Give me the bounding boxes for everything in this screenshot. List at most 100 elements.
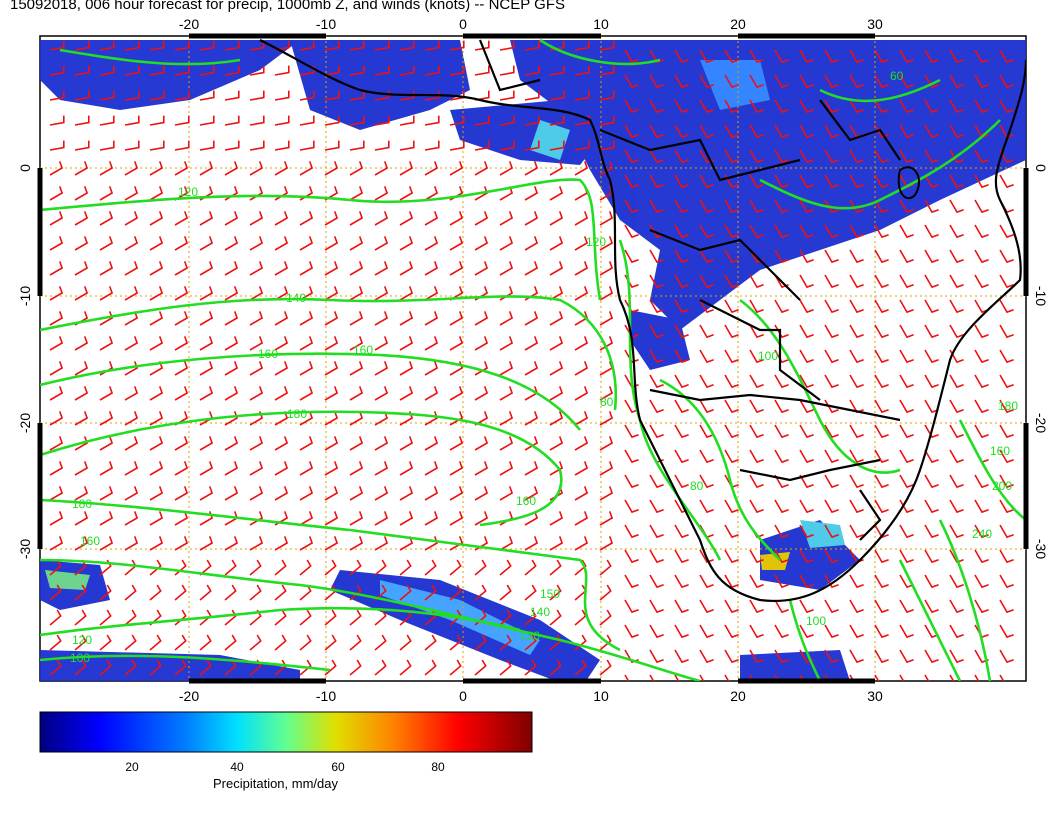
wind-barb: [874, 649, 889, 664]
wind-barb: [549, 559, 562, 576]
wind-barb: [474, 336, 489, 351]
wind-barb: [399, 361, 414, 376]
lon-tick-bottom: 30: [867, 688, 883, 704]
wind-barb: [174, 659, 187, 676]
wind-barb: [849, 574, 864, 589]
wind-barb: [624, 74, 639, 89]
wind-barb: [224, 361, 239, 376]
wind-barb: [374, 140, 390, 151]
wind-barb: [449, 461, 464, 476]
wind-barb: [374, 336, 389, 351]
wind-barb: [224, 65, 240, 76]
contour-label: 80: [690, 479, 704, 493]
wind-barb: [49, 211, 64, 226]
wind-barb: [274, 211, 289, 226]
wind-barb: [549, 236, 564, 251]
wind-barb: [99, 261, 114, 276]
wind-barb: [449, 559, 462, 576]
wind-barb: [174, 436, 189, 451]
wind-barb: [649, 624, 664, 639]
wind-barb: [699, 674, 705, 681]
wind-barb: [849, 224, 864, 239]
wind-barb: [149, 186, 164, 201]
wind-barb: [199, 90, 215, 101]
wind-barb: [299, 236, 314, 251]
wind-barb: [724, 399, 739, 414]
wind-barb: [324, 511, 339, 526]
contour-label: 140: [286, 291, 306, 305]
wind-barb: [424, 584, 437, 601]
wind-barb: [649, 74, 664, 89]
wind-barb: [349, 286, 364, 301]
wind-barb: [699, 349, 714, 364]
wind-barb: [274, 140, 290, 151]
wind-barb: [874, 474, 889, 489]
wind-barb: [274, 186, 289, 201]
wind-barb: [224, 584, 237, 601]
wind-barb: [424, 261, 439, 276]
wind-barb: [374, 211, 389, 226]
wind-barb: [674, 324, 689, 339]
wind-barb: [249, 511, 264, 526]
colorbar-tick: 60: [331, 760, 345, 774]
wind-barb: [749, 149, 764, 164]
wind-barb: [799, 599, 814, 614]
wind-barb: [224, 211, 239, 226]
wind-barb: [124, 436, 139, 451]
wind-barb: [274, 286, 289, 301]
colorbar-tick: 80: [431, 760, 445, 774]
wind-barb: [599, 659, 612, 676]
wind-barb: [299, 40, 315, 51]
wind-barb: [774, 224, 789, 239]
wind-barb: [699, 124, 714, 139]
wind-barb: [924, 49, 939, 64]
wind-barb: [224, 311, 239, 326]
wind-barb: [524, 115, 540, 126]
wind-barb: [974, 49, 989, 64]
wind-barb: [349, 161, 364, 176]
wind-barb: [599, 311, 614, 326]
wind-barb: [324, 65, 340, 76]
wind-barb: [449, 65, 465, 76]
lon-tick-top: 20: [730, 16, 746, 32]
wind-barb: [474, 511, 489, 526]
wind-barb: [599, 211, 614, 226]
wind-barb: [574, 386, 589, 401]
wind-barb: [924, 549, 939, 564]
colorbar-tick: 20: [125, 760, 139, 774]
lon-tick-bottom: -20: [179, 688, 199, 704]
wind-barb: [424, 115, 440, 126]
wind-barb: [699, 499, 714, 514]
wind-barb: [699, 399, 714, 414]
wind-barb: [974, 224, 989, 239]
wind-barb: [649, 674, 655, 681]
wind-barb: [624, 124, 639, 139]
wind-barb: [899, 424, 914, 439]
wind-barb: [524, 161, 539, 176]
wind-barb: [349, 659, 362, 676]
wind-barb: [799, 99, 814, 114]
wind-barb: [499, 536, 514, 551]
wind-barb: [124, 140, 140, 151]
wind-barb: [824, 424, 839, 439]
wind-barb: [874, 174, 889, 189]
wind-barb: [249, 286, 264, 301]
wind-barb: [349, 211, 364, 226]
wind-barb: [149, 65, 165, 76]
wind-barb: [899, 99, 914, 114]
wind-barb: [974, 274, 989, 289]
wind-barb: [249, 486, 264, 501]
wind-barb: [949, 324, 964, 339]
wind-barb: [799, 174, 814, 189]
wind-barb: [224, 536, 239, 551]
wind-barbs: [49, 40, 1014, 681]
wind-barb: [299, 115, 315, 126]
wind-barb: [849, 249, 864, 264]
wind-barb: [499, 90, 515, 101]
wind-barb: [74, 336, 89, 351]
wind-barb: [599, 411, 614, 426]
wind-barb: [724, 449, 739, 464]
wind-barb: [824, 474, 839, 489]
wind-barb: [299, 559, 312, 576]
wind-barb: [599, 511, 614, 526]
